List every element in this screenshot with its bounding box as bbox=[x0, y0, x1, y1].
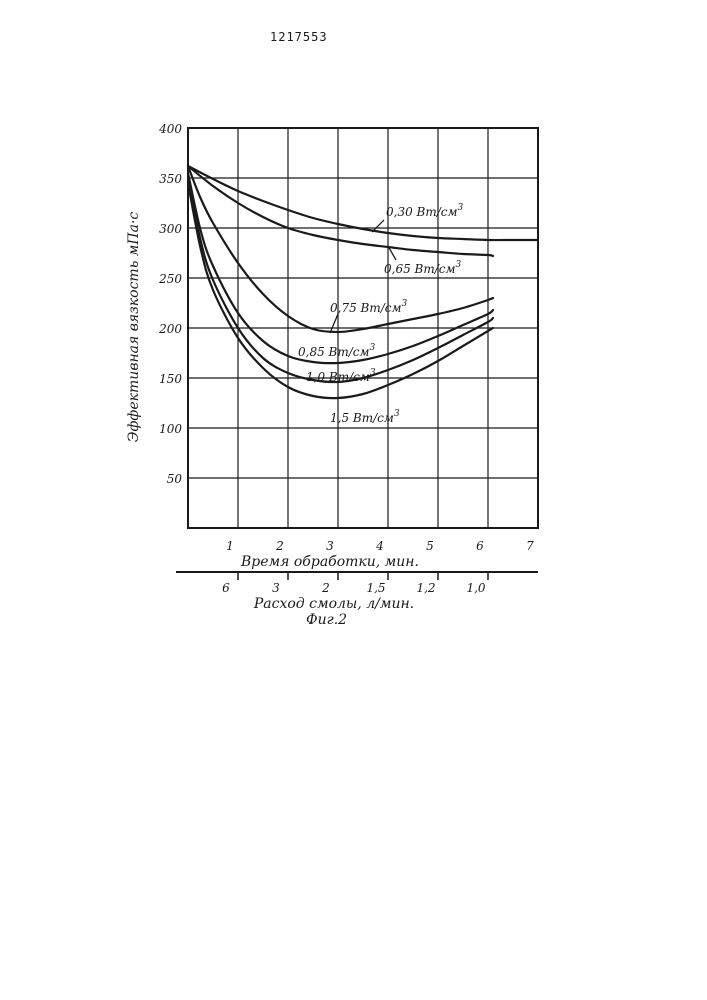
secondary-axis-ticks: 6 3 2 1,5 1,2 1,0 bbox=[222, 572, 488, 595]
secondary-tick-label: 1,2 bbox=[416, 581, 435, 595]
y-tick-label: 200 bbox=[158, 322, 182, 336]
secondary-x-axis-title: Расход смолы, л/мин. bbox=[253, 596, 414, 612]
series-label-0: 0,30 Вт/см3 bbox=[386, 203, 463, 219]
leader-line-0 bbox=[372, 220, 384, 232]
series-label-5: 1,5 Вт/см3 bbox=[330, 409, 400, 425]
leader-line-2 bbox=[330, 314, 338, 333]
secondary-tick-label: 2 bbox=[321, 581, 330, 595]
y-tick-label: 250 bbox=[158, 272, 182, 286]
figure-caption: Фиг.2 bbox=[306, 612, 347, 628]
x-tick-label: 7 bbox=[526, 539, 534, 553]
y-axis-title: Эффективная вязкость мПа·с bbox=[126, 212, 142, 443]
secondary-tick-label: 1,5 bbox=[366, 581, 385, 595]
y-tick-labels: 50 100 150 200 250 300 350 400 bbox=[158, 122, 182, 486]
y-tick-label: 150 bbox=[159, 372, 182, 386]
secondary-tick-label: 6 bbox=[222, 581, 230, 595]
x-tick-labels: 1 2 3 4 5 6 7 bbox=[226, 539, 534, 553]
series-line-0 bbox=[188, 166, 538, 240]
x-tick-label: 4 bbox=[375, 539, 384, 553]
series-label-1: 0,65 Вт/см3 bbox=[384, 260, 461, 276]
y-tick-label: 400 bbox=[158, 122, 182, 136]
series-label-2: 0,75 Вт/см3 bbox=[330, 299, 407, 315]
y-tick-label: 350 bbox=[159, 172, 182, 186]
x-tick-label: 3 bbox=[326, 539, 334, 553]
secondary-tick-label: 3 bbox=[272, 581, 280, 595]
secondary-tick-label: 1,0 bbox=[466, 581, 485, 595]
y-tick-label: 300 bbox=[159, 222, 182, 236]
x-axis-title: Время обработки, мин. bbox=[240, 554, 419, 570]
series-label-4: 1,0 Вт/см3 bbox=[306, 368, 376, 384]
series-label-3: 0,85 Вт/см3 bbox=[298, 343, 375, 359]
x-tick-label: 2 bbox=[275, 539, 284, 553]
x-tick-label: 6 bbox=[476, 539, 484, 553]
y-tick-label: 100 bbox=[159, 422, 182, 436]
y-tick-label: 50 bbox=[167, 472, 183, 486]
label-leader-lines bbox=[330, 220, 396, 333]
x-tick-label: 5 bbox=[426, 539, 434, 553]
x-tick-label: 1 bbox=[226, 539, 234, 553]
series-lines bbox=[188, 166, 538, 398]
